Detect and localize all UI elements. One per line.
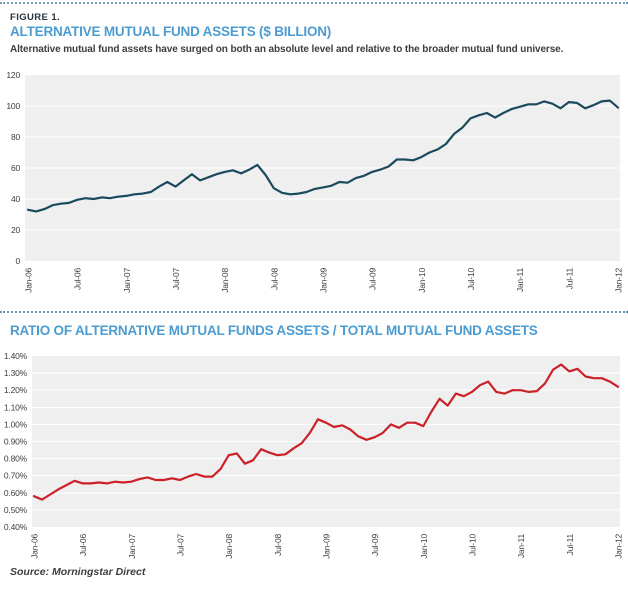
assets-chart-title: ALTERNATIVE MUTUAL FUND ASSETS ($ BILLIO… [10, 24, 332, 39]
x-tick-label: Jan-07 [122, 268, 132, 293]
ratio-chart-title: RATIO OF ALTERNATIVE MUTUAL FUNDS ASSETS… [10, 323, 538, 338]
top-dotted-rule [0, 2, 628, 4]
x-tick-label: Jan-06 [24, 268, 34, 293]
x-tick-label: Jan-10 [419, 534, 429, 559]
y-tick-label: 0 [15, 256, 20, 266]
x-tick-label: Jul-10 [468, 534, 478, 556]
x-tick-label: Jul-06 [73, 268, 83, 290]
y-tick-label: 1.40% [4, 351, 28, 361]
y-tick-label: 0.50% [4, 505, 28, 515]
x-tick-label: Jan-06 [30, 534, 40, 559]
y-tick-label: 20 [11, 225, 21, 235]
series-line [32, 363, 620, 501]
x-tick-label: Jan-08 [220, 268, 230, 293]
y-tick-label: 100 [6, 101, 20, 111]
y-tick-label: 80 [11, 132, 21, 142]
y-tick-label: 0.60% [4, 488, 28, 498]
figure-label: FIGURE 1. [10, 12, 61, 23]
x-tick-label: Jan-12 [614, 534, 624, 559]
x-tick-label: Jan-07 [127, 534, 137, 559]
x-tick-label: Jan-11 [515, 268, 525, 293]
series-line [26, 99, 620, 213]
x-tick-label: Jan-12 [614, 268, 624, 293]
y-tick-label: 0.70% [4, 471, 28, 481]
y-tick-label: 120 [6, 70, 20, 80]
source-note: Source: Morningstar Direct [10, 566, 146, 578]
assets-line-chart: 120 100 80 60 40 20 0 Jan-06 Jul-06 Jan-07 Jul-07 J… [6, 70, 624, 293]
x-tick-label: Jul-07 [171, 268, 181, 290]
x-tick-label: Jul-09 [368, 268, 378, 290]
section-dotted-rule [0, 311, 628, 313]
y-tick-label: 0.80% [4, 454, 28, 464]
y-tick-label: 0.40% [4, 522, 28, 532]
y-tick-label: 0.90% [4, 437, 28, 447]
x-tick-label: Jan-11 [516, 534, 526, 559]
x-tick-label: Jul-08 [273, 534, 283, 556]
x-tick-label: Jul-08 [269, 268, 279, 290]
x-tick-label: Jan-08 [224, 534, 234, 559]
x-tick-label: Jul-11 [565, 534, 575, 556]
y-tick-label: 1.30% [4, 368, 28, 378]
x-tick-label: Jan-10 [417, 268, 427, 293]
y-tick-label: 1.10% [4, 402, 28, 412]
x-tick-label: Jul-06 [78, 534, 88, 556]
x-tick-label: Jan-09 [322, 534, 332, 559]
y-tick-label: 60 [11, 163, 21, 173]
y-tick-label: 40 [11, 194, 21, 204]
assets-chart-subtitle: Alternative mutual fund assets have surg… [10, 44, 564, 55]
x-tick-label: Jan-09 [319, 268, 329, 293]
x-tick-label: Jul-11 [564, 268, 574, 290]
y-tick-label: 1.20% [4, 385, 28, 395]
y-tick-label: 1.00% [4, 419, 28, 429]
x-tick-label: Jul-09 [370, 534, 380, 556]
x-tick-label: Jul-10 [466, 268, 476, 290]
ratio-line-chart: 1.40% 1.30% 1.20% 1.10% 1.00% 0.90% 0.80% 0.70%… [4, 351, 624, 559]
x-tick-label: Jul-07 [176, 534, 186, 556]
